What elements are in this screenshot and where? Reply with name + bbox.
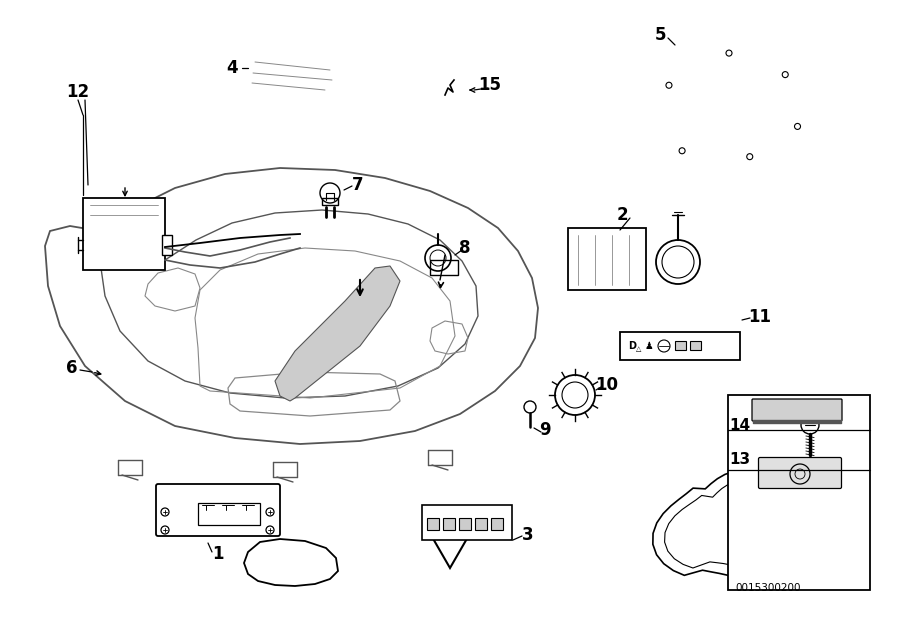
Text: 9: 9 xyxy=(539,421,551,439)
Bar xyxy=(430,260,458,275)
Text: 10: 10 xyxy=(596,376,618,394)
Text: 6: 6 xyxy=(67,359,77,377)
Text: 1: 1 xyxy=(212,545,224,563)
Circle shape xyxy=(782,72,788,78)
Bar xyxy=(83,198,165,270)
Circle shape xyxy=(666,82,672,88)
Text: 12: 12 xyxy=(67,83,90,101)
Circle shape xyxy=(795,123,800,129)
Text: ♟: ♟ xyxy=(645,341,653,351)
Text: 2: 2 xyxy=(616,206,628,224)
Text: 8: 8 xyxy=(459,239,471,257)
Text: 15: 15 xyxy=(479,76,501,94)
Bar xyxy=(491,518,503,530)
Circle shape xyxy=(680,148,685,154)
Bar xyxy=(443,518,455,530)
Text: 7: 7 xyxy=(352,176,364,194)
Bar xyxy=(422,505,512,540)
Circle shape xyxy=(747,154,752,160)
FancyBboxPatch shape xyxy=(752,399,842,421)
Text: 0015300200: 0015300200 xyxy=(735,583,800,593)
Text: 3: 3 xyxy=(522,526,534,544)
Text: 5: 5 xyxy=(654,26,666,44)
Text: 14: 14 xyxy=(729,417,751,432)
Circle shape xyxy=(726,50,732,56)
Text: 13: 13 xyxy=(729,452,751,467)
Bar xyxy=(322,198,338,205)
Bar xyxy=(198,503,260,525)
Bar xyxy=(475,518,487,530)
Bar xyxy=(675,341,686,350)
Bar xyxy=(459,518,471,530)
Text: 11: 11 xyxy=(749,308,771,326)
Bar xyxy=(427,518,439,530)
Bar xyxy=(690,341,701,350)
Text: 4: 4 xyxy=(226,59,238,77)
Polygon shape xyxy=(275,266,400,401)
Bar xyxy=(620,332,740,360)
Text: △: △ xyxy=(636,346,642,352)
FancyBboxPatch shape xyxy=(156,484,280,536)
Bar xyxy=(162,235,172,255)
Bar xyxy=(568,228,646,290)
Bar xyxy=(728,395,870,590)
Text: D: D xyxy=(628,341,636,351)
FancyBboxPatch shape xyxy=(759,457,842,488)
